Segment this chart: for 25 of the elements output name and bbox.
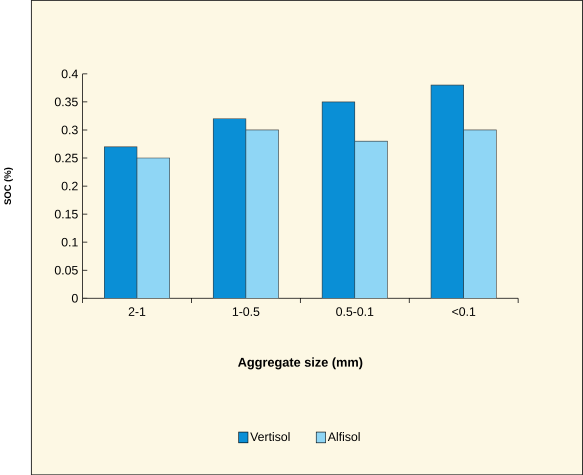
- y-tick-label: 0.05: [54, 266, 78, 274]
- bar: [136, 158, 170, 298]
- y-tick-label: 0.2: [62, 182, 78, 190]
- legend-label: Alfisol: [328, 432, 360, 441]
- x-tick-label: 0.5-0.1: [336, 307, 374, 316]
- x-tick-label: 1-0.5: [232, 307, 260, 316]
- y-axis-title: SOC (%): [4, 168, 13, 204]
- bar: [212, 118, 246, 298]
- bar: [246, 130, 279, 298]
- y-tick-label: 0.1: [62, 238, 78, 246]
- bar: [463, 130, 497, 298]
- y-tick-label: 0.3: [62, 125, 78, 134]
- y-tick-label: 0.4: [62, 69, 78, 78]
- bar: [322, 101, 356, 298]
- legend-label: Vertisol: [250, 432, 290, 441]
- y-tick-label: 0.35: [54, 97, 78, 106]
- x-tick-label: <0.1: [452, 307, 476, 316]
- y-tick-label: 0.25: [54, 153, 78, 162]
- y-tick-label: 0: [72, 294, 78, 302]
- bar: [430, 84, 464, 298]
- x-tick-label: 2-1: [128, 307, 146, 316]
- bar: [354, 140, 388, 298]
- x-axis-title: Aggregate size (mm): [238, 357, 362, 370]
- bar: [104, 146, 138, 298]
- y-tick-label: 0.15: [54, 210, 78, 218]
